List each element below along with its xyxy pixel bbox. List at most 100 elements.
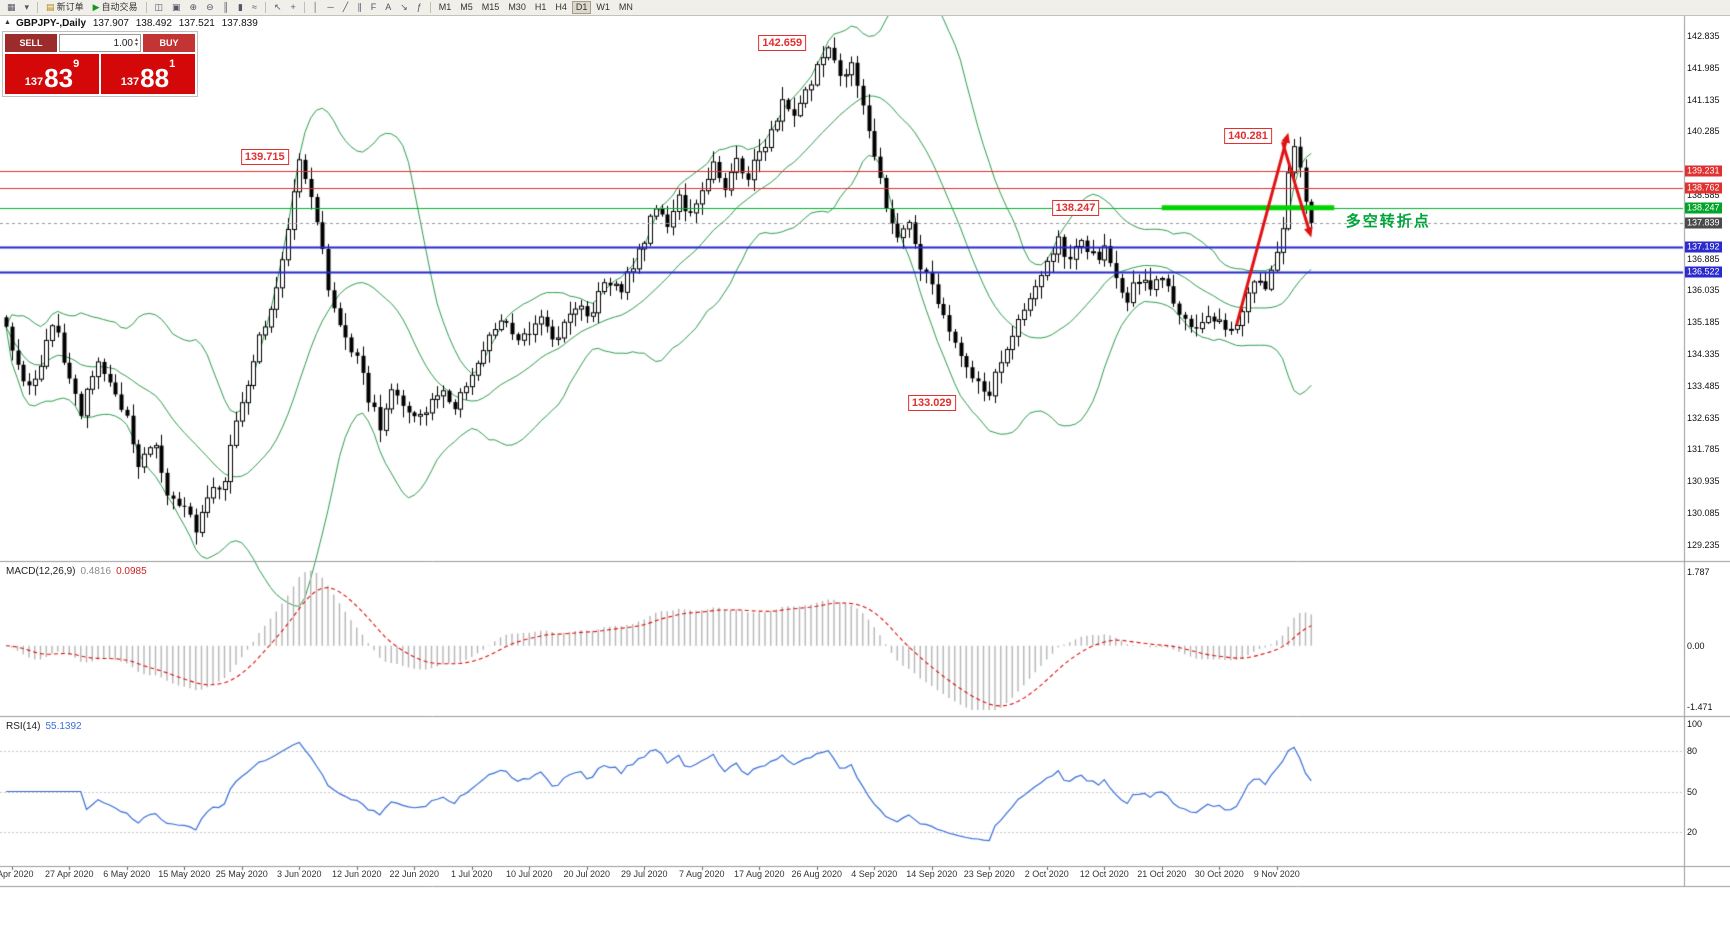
price-annotation-139.715[interactable]: 139.715	[240, 149, 289, 166]
horizontal-line-tool-button[interactable]: ─	[323, 1, 337, 14]
buy-button[interactable]: BUY	[143, 34, 195, 52]
new-chart-button[interactable]: ▦	[3, 1, 20, 14]
macd-signal-value: 0.0985	[116, 566, 147, 577]
arrow-tool-button[interactable]: ↘	[396, 1, 412, 14]
date-axis-label: 1 Jul 2020	[450, 869, 493, 879]
indicators-button[interactable]: ƒ	[413, 1, 426, 14]
toolbar-separator	[303, 2, 305, 13]
candle-chart-mode-button[interactable]: ▮	[234, 1, 247, 14]
price-annotation-138.247[interactable]: 138.247	[1051, 199, 1100, 216]
lot-up-button[interactable]: ▴	[134, 37, 138, 43]
lot-size-input[interactable]: 1.00 ▴ ▾	[59, 34, 141, 52]
timeframe-m15-button[interactable]: M15	[481, 2, 500, 12]
macd-name: MACD(12,26,9)	[6, 566, 76, 577]
date-axis-label: 4 Sep 2020	[851, 869, 898, 879]
trendline-tool-button[interactable]: ╱	[339, 1, 352, 14]
price-annotation-142.659[interactable]: 142.659	[758, 34, 807, 51]
macd-main-value: 0.4816	[80, 566, 112, 577]
timeframe-h4-button[interactable]: H4	[555, 2, 567, 12]
crosshair-tool-icon: +	[290, 2, 296, 12]
timeframe-w1-button[interactable]: W1	[596, 2, 610, 12]
cascade-windows-button[interactable]: ▣	[168, 1, 185, 14]
timeframe-mn-button[interactable]: MN	[618, 2, 633, 12]
text-tool-button[interactable]: A	[381, 1, 395, 14]
bar-chart-mode-button[interactable]: ║	[219, 1, 233, 14]
bid-price-button[interactable]: 137 83 9	[5, 54, 99, 94]
timeframe-h1-button[interactable]: H1	[534, 2, 547, 12]
date-axis-label: 22 Jun 2020	[389, 869, 440, 879]
price-tick-label: 130.935	[1687, 476, 1720, 487]
price-annotation-140.281[interactable]: 140.281	[1224, 128, 1272, 145]
date-axis-label: 15 May 2020	[158, 869, 211, 879]
zoom-out-button[interactable]: ⊖	[202, 1, 218, 14]
open-value: 137.907	[92, 18, 129, 29]
tile-windows-button[interactable]: ◫	[151, 1, 168, 14]
ask-pip: 1	[169, 58, 176, 70]
vertical-line-tool-button[interactable]: │	[309, 1, 323, 14]
timeframe-d1-button[interactable]: D1	[571, 1, 592, 14]
horizontal-line-tool-icon: ─	[327, 2, 334, 12]
date-axis-label: 6 May 2020	[103, 869, 151, 879]
fibonacci-tool-button[interactable]: F	[367, 1, 381, 14]
date-axis-label: 14 Sep 2020	[906, 869, 958, 879]
lot-spinner: ▴ ▾	[134, 37, 138, 48]
price-tick-label: 133.485	[1687, 380, 1720, 391]
date-axis-label: 30 Oct 2020	[1194, 869, 1244, 879]
zoom-out-icon: ⊖	[206, 2, 214, 12]
price-tick-label: 130.085	[1687, 508, 1720, 519]
chart-list-button[interactable]: ▾	[21, 1, 34, 14]
channel-tool-button[interactable]: ∥	[353, 1, 366, 14]
price-tick-label: 142.835	[1687, 31, 1720, 42]
auto-trading-icon: ▶	[92, 2, 100, 12]
new-chart-icon: ▦	[7, 2, 16, 12]
cursor-tool-button[interactable]: ↖	[270, 1, 286, 14]
date-axis-label: 27 Apr 2020	[44, 869, 94, 879]
high-value: 138.492	[135, 18, 172, 29]
price-tick-label: 131.785	[1687, 444, 1720, 455]
cursor-tool-icon: ↖	[273, 2, 282, 12]
rsi-axis-label: 80	[1687, 746, 1698, 756]
price-chip-138.762: 138.762	[1685, 182, 1722, 194]
macd-axis-label: 0.00	[1687, 640, 1705, 651]
date-axis-label: 17 Aug 2020	[733, 869, 785, 879]
auto-trading-button[interactable]: ▶ 自动交易	[89, 1, 142, 14]
rsi-axis-label: 20	[1687, 827, 1698, 837]
price-chip-136.522: 136.522	[1685, 266, 1722, 278]
price-tick-label: 135.185	[1687, 317, 1720, 328]
close-value: 137.839	[221, 18, 258, 29]
date-axis-label: 23 Sep 2020	[963, 869, 1015, 879]
timeframe-m30-button[interactable]: M30	[508, 2, 526, 12]
ask-main: 88	[140, 63, 170, 93]
collapse-panel-icon[interactable]: ▲	[4, 19, 11, 26]
auto-trading-label: 自动交易	[101, 2, 138, 12]
macd-axis-label: -1.471	[1687, 701, 1713, 712]
new-order-label: 新订单	[56, 2, 84, 12]
zoom-in-button[interactable]: ⊕	[186, 1, 202, 14]
bid-main: 83	[44, 63, 74, 93]
text-tool-icon: A	[385, 2, 392, 12]
cascade-windows-icon: ▣	[172, 2, 181, 12]
price-tick-label: 134.335	[1687, 349, 1720, 360]
top-toolbar: ▦ ▾ ▤ 新订单 ▶ 自动交易 ◫ ▣ ⊕ ⊖ ║ ▮ ≈ ↖ + │ ─ ╱ ∥ F A ↘ ƒ M1 M5 M15 M30 H1…	[0, 0, 1730, 16]
line-chart-mode-button[interactable]: ≈	[248, 1, 261, 14]
indicators-icon: ƒ	[416, 2, 422, 12]
price-chip-138.247: 138.247	[1685, 202, 1722, 214]
crosshair-tool-button[interactable]: +	[286, 1, 299, 14]
timeframe-m1-button[interactable]: M1	[438, 2, 452, 12]
price-tick-label: 140.285	[1687, 126, 1720, 137]
trade-prices-row: 137 83 9 137 88 1	[5, 54, 195, 94]
sell-button[interactable]: SELL	[5, 34, 57, 52]
new-order-button[interactable]: ▤ 新订单	[42, 1, 88, 14]
trade-buttons-row: SELL 1.00 ▴ ▾ BUY	[5, 34, 195, 52]
date-axis-label: 26 Aug 2020	[791, 869, 843, 879]
ask-price-button[interactable]: 137 88 1	[101, 54, 195, 94]
date-axis-label: 21 Oct 2020	[1137, 869, 1187, 879]
date-axis-label: 12 Jun 2020	[331, 869, 382, 879]
price-annotation-133.029[interactable]: 133.029	[907, 394, 956, 411]
timeframe-m5-button[interactable]: M5	[460, 2, 473, 12]
date-axis-label: 3 Jun 2020	[276, 869, 322, 879]
date-axis-label: 7 Apr 2020	[0, 869, 34, 879]
lot-down-button[interactable]: ▾	[134, 42, 138, 48]
price-tick-label: 141.135	[1687, 94, 1720, 105]
